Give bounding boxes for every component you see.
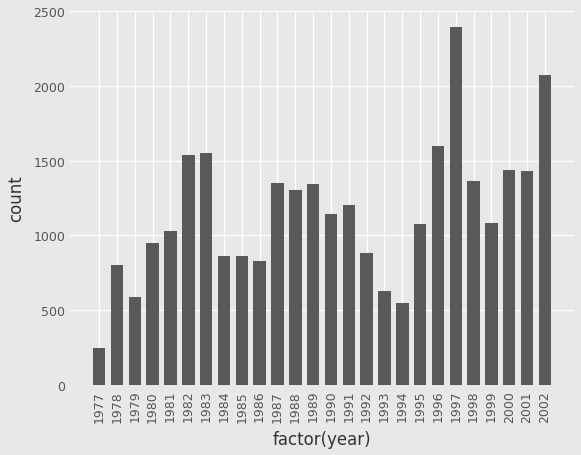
Bar (539, 76, 551, 385)
Bar (128, 297, 141, 385)
Bar (235, 257, 248, 385)
Bar (450, 28, 462, 385)
Bar (93, 348, 105, 385)
Bar (414, 225, 426, 385)
Bar (164, 232, 177, 385)
Bar (396, 303, 408, 385)
Bar (521, 172, 533, 385)
Bar (218, 257, 230, 385)
Bar (378, 291, 390, 385)
Bar (485, 223, 498, 385)
Bar (253, 261, 266, 385)
Bar (432, 146, 444, 385)
Bar (307, 184, 320, 385)
Bar (360, 254, 373, 385)
Bar (111, 266, 123, 385)
Y-axis label: count: count (7, 175, 25, 222)
Bar (146, 243, 159, 385)
Bar (467, 182, 480, 385)
Bar (200, 154, 213, 385)
X-axis label: factor(year): factor(year) (272, 430, 371, 448)
Bar (289, 190, 302, 385)
Bar (182, 155, 195, 385)
Bar (343, 206, 355, 385)
Bar (271, 184, 284, 385)
Bar (325, 214, 337, 385)
Bar (503, 171, 515, 385)
